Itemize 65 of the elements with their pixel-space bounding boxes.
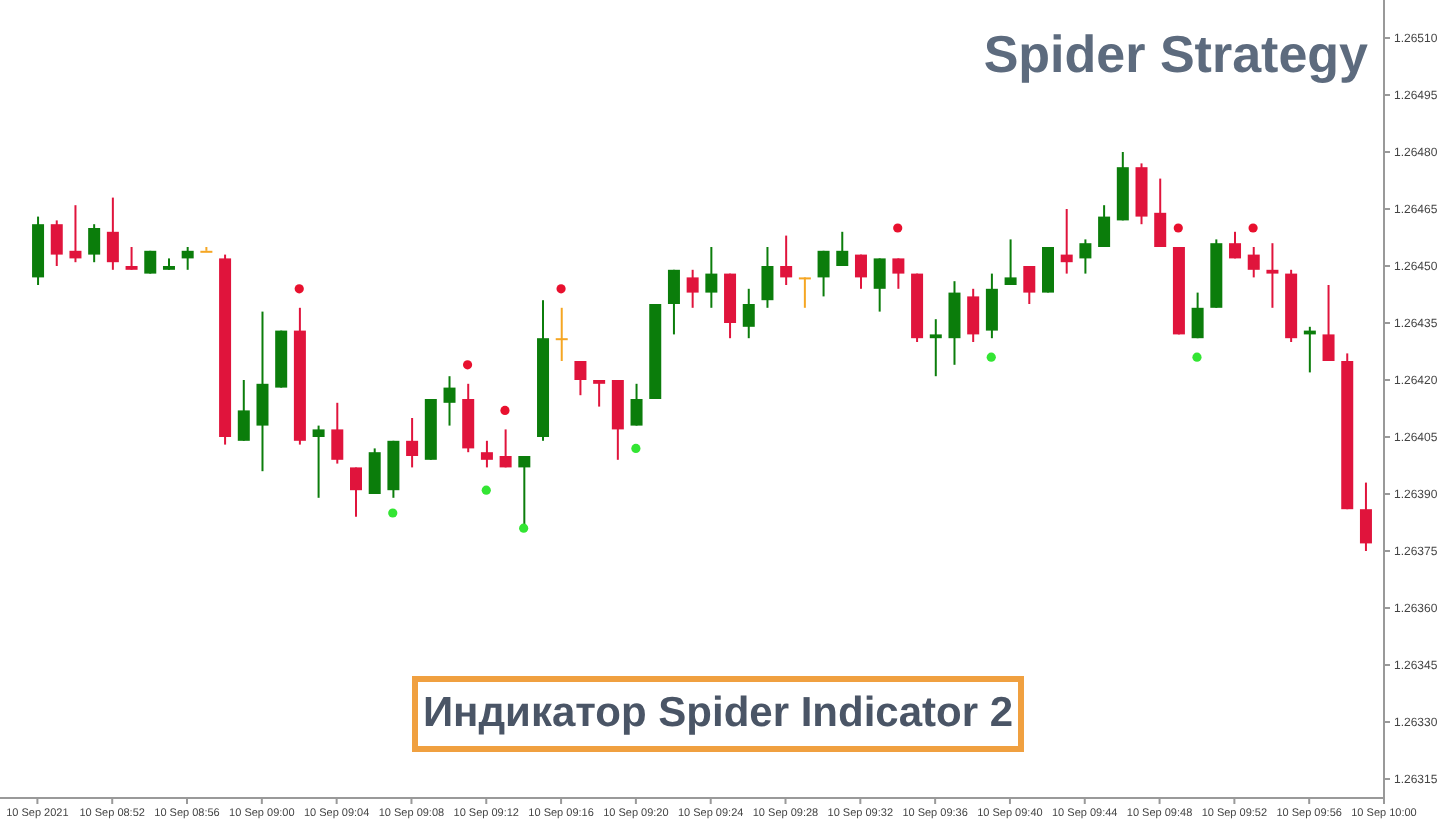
candlestick xyxy=(499,428,512,469)
point xyxy=(893,223,903,233)
candlestick xyxy=(555,306,568,362)
candlestick xyxy=(1023,265,1036,305)
candlestick xyxy=(368,447,381,495)
candlestick xyxy=(256,310,269,473)
candlestick xyxy=(985,272,998,340)
candlestick xyxy=(200,246,213,253)
candlestick xyxy=(1359,481,1372,552)
point xyxy=(481,485,491,495)
text: Spider Strategy xyxy=(983,24,1368,86)
candlestick xyxy=(780,234,793,286)
candlestick xyxy=(69,204,82,264)
candlestick xyxy=(798,276,811,309)
candlestick xyxy=(1247,246,1260,279)
candlestick xyxy=(1079,238,1092,275)
candlestick xyxy=(1266,242,1279,309)
candlestick xyxy=(443,375,456,427)
candlestick xyxy=(1191,291,1204,340)
point xyxy=(519,523,529,533)
candlestick xyxy=(106,196,119,271)
candlestick xyxy=(705,246,718,309)
candlestick xyxy=(331,401,344,465)
candlestick xyxy=(1322,284,1335,362)
candlestick xyxy=(88,223,101,264)
point xyxy=(388,508,398,518)
candlestick xyxy=(480,439,493,469)
candlestick xyxy=(686,268,699,309)
candlestick xyxy=(836,230,849,267)
candlestick xyxy=(574,360,587,397)
candlestick xyxy=(1229,230,1242,260)
candlestick xyxy=(312,424,325,499)
candlestick xyxy=(1154,177,1167,248)
point xyxy=(986,352,996,362)
candlestick xyxy=(948,280,961,366)
point xyxy=(500,405,510,415)
candlestick xyxy=(1060,208,1073,275)
candlestick xyxy=(873,257,886,313)
point xyxy=(1173,223,1183,233)
point xyxy=(462,360,473,370)
candlestick xyxy=(125,246,138,271)
point xyxy=(556,284,566,294)
candlestick xyxy=(967,287,980,343)
candlestick xyxy=(817,249,830,298)
caption-frame: Индикатор Spider Indicator 2 xyxy=(412,676,1024,752)
candlestick xyxy=(237,379,250,442)
candlestick xyxy=(1004,238,1017,286)
candlestick xyxy=(1098,204,1111,248)
candlestick xyxy=(593,379,606,408)
candlestick xyxy=(406,417,419,469)
candlestick xyxy=(50,219,63,267)
candlestick xyxy=(667,268,680,336)
point xyxy=(631,443,641,453)
candlestick xyxy=(854,253,867,290)
candlestick xyxy=(518,455,531,530)
candlestick xyxy=(181,246,194,271)
point xyxy=(294,284,304,294)
candlestick xyxy=(350,466,362,518)
candlestick xyxy=(892,257,905,290)
candlestick xyxy=(742,287,755,340)
candlestick xyxy=(929,318,942,378)
point xyxy=(1192,352,1202,362)
candlestick xyxy=(630,382,643,427)
point xyxy=(1248,223,1258,233)
candlestick xyxy=(761,246,774,309)
